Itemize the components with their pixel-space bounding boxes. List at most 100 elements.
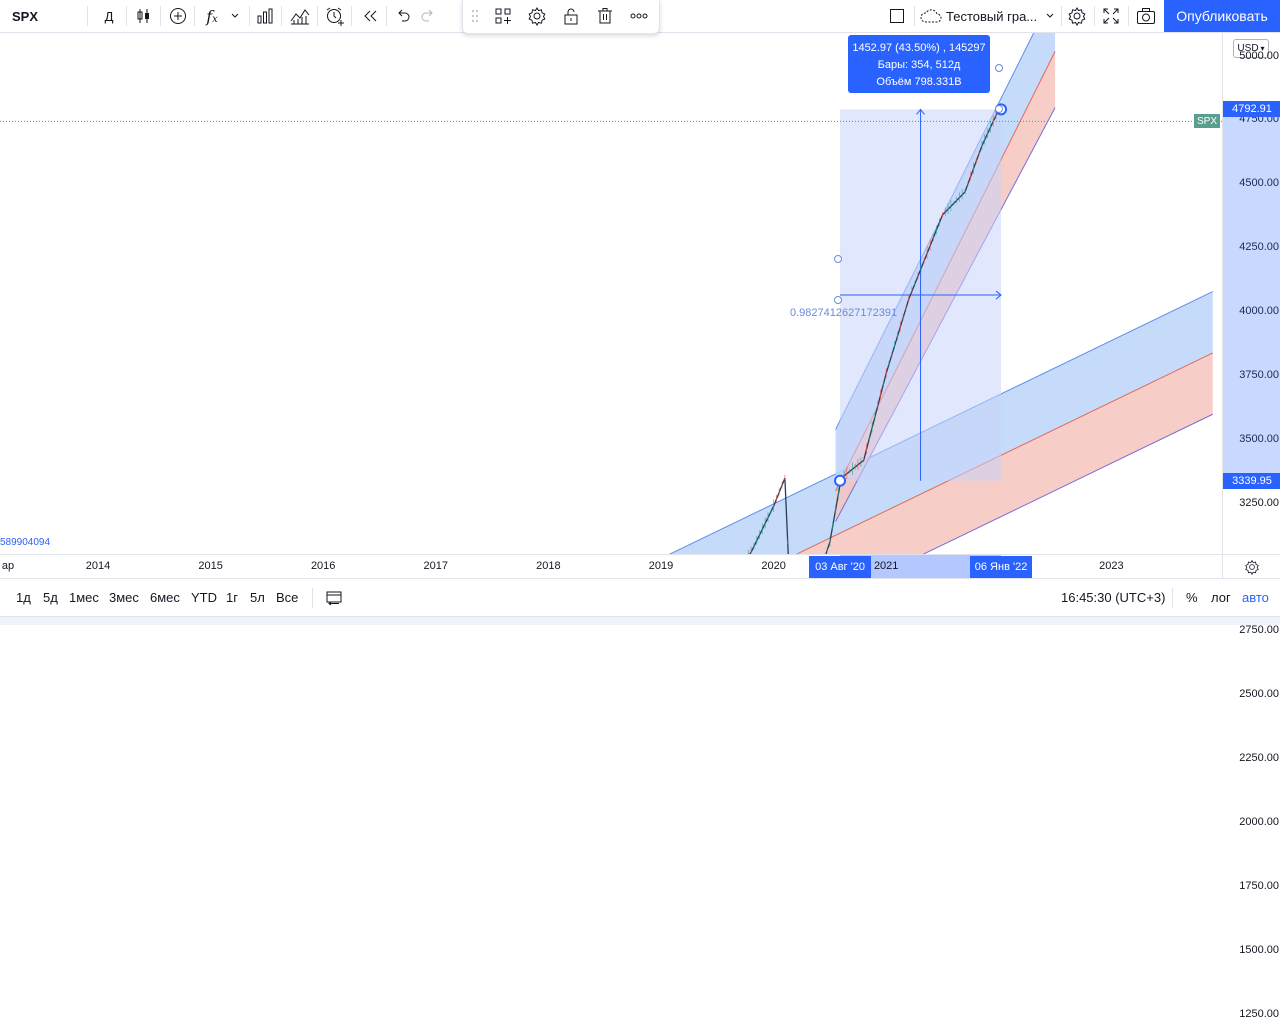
channel-anchor-handle[interactable]	[834, 255, 842, 263]
fullscreen-button[interactable]	[1098, 0, 1124, 32]
gear-icon	[528, 7, 546, 26]
chart-type-button[interactable]	[131, 0, 157, 32]
indicator-templates-icon	[290, 9, 310, 25]
price-tick-label: 4500.00	[1239, 177, 1279, 190]
interval-button[interactable]: Д	[95, 0, 123, 32]
clock-text: 16:45:30 (UTC+3)	[1061, 590, 1166, 605]
compare-button[interactable]	[165, 0, 191, 32]
templates-button[interactable]	[286, 0, 314, 32]
alarm-clock-icon	[326, 7, 344, 26]
measure-end-date-text: 06 Янв '22	[974, 561, 1028, 573]
channel-anchor-handle[interactable]	[834, 296, 842, 304]
publish-button[interactable]: Опубликовать	[1164, 0, 1280, 32]
measure-change-text: 1452.97 (43.50%) , 145297	[852, 42, 986, 54]
snapshot-button[interactable]	[1132, 0, 1160, 32]
redo-button[interactable]	[415, 0, 441, 32]
price-axis[interactable]: USD ▾ 5000.00 4750.00 4500.00 4250.00 4000.00…	[1222, 33, 1280, 1020]
channel-left-value-label: 589904094	[0, 537, 51, 548]
range-all-button[interactable]: Все	[276, 579, 298, 616]
toolbar-divider	[312, 588, 313, 608]
chart-pane[interactable]: 1452.97 (43.50%) , 145297 Бары: 354, 512…	[0, 33, 1222, 554]
price-tick-label: 2000.00	[1239, 816, 1279, 829]
price-tick-label: 1500.00	[1239, 943, 1279, 956]
square-icon	[890, 9, 904, 23]
price-chart[interactable]	[0, 33, 1222, 554]
range-label: YTD	[191, 590, 217, 605]
measure-start-date-label: 03 Авг '20	[809, 556, 872, 578]
alert-button[interactable]	[322, 0, 348, 32]
financials-button[interactable]	[252, 0, 278, 32]
axis-settings-button[interactable]	[1222, 554, 1280, 578]
price-tick-label: 2500.00	[1239, 688, 1279, 701]
bar-chart-icon	[257, 8, 273, 24]
range-3m-button[interactable]: 3мес	[109, 579, 139, 616]
channel-anchor-handle[interactable]	[995, 64, 1003, 72]
bottom-panel-strip	[0, 616, 1280, 625]
toolbar-divider	[1172, 588, 1173, 608]
log-label: лог	[1211, 590, 1231, 605]
price-series	[747, 109, 1000, 554]
price-tick-label: 2750.00	[1239, 624, 1279, 637]
range-6m-button[interactable]: 6мес	[150, 579, 180, 616]
settings-button[interactable]	[1064, 0, 1090, 32]
measure-volume-text: Объём 798.331B	[876, 76, 962, 88]
time-axis[interactable]: ар 2014 2015 2016 2017 2018 2019 2020 2021 2023 0…	[0, 554, 1222, 578]
toolbar-divider	[87, 6, 88, 26]
undo-button[interactable]	[390, 0, 416, 32]
drag-handle[interactable]	[467, 0, 483, 32]
expand-icon	[1103, 8, 1119, 24]
layout-selector[interactable]: Тестовый гра...	[920, 0, 1060, 32]
time-tick-label: 2017	[423, 560, 449, 572]
price-range-measure[interactable]	[840, 108, 1002, 481]
time-tick-label: 2019	[648, 560, 674, 572]
measure-arrow-right	[995, 290, 1002, 300]
interval-label: Д	[104, 8, 114, 24]
range-ytd-button[interactable]: YTD	[191, 579, 217, 616]
range-1m-button[interactable]: 1мес	[69, 579, 99, 616]
undo-icon	[398, 9, 410, 22]
range-5y-button[interactable]: 5л	[250, 579, 265, 616]
channel-upper-band	[670, 291, 1213, 554]
add-template-button[interactable]	[489, 0, 517, 32]
currency-button[interactable]: USD ▾	[1233, 39, 1269, 58]
range-label: 6мес	[150, 590, 180, 605]
range-1d-button[interactable]: 1д	[16, 579, 31, 616]
price-tick-label: 4250.00	[1239, 241, 1279, 254]
replay-button[interactable]	[357, 0, 383, 32]
toolbar-divider	[914, 6, 915, 26]
toolbar-divider	[351, 6, 352, 26]
timezone-button[interactable]: 16:45:30 (UTC+3)	[1061, 579, 1165, 616]
drawing-settings-button[interactable]	[523, 0, 551, 32]
symbol-label: SPX	[11, 8, 38, 24]
price-tick-label: 3500.00	[1239, 432, 1279, 445]
goto-date-button[interactable]	[325, 579, 343, 616]
price-tick-label: 2250.00	[1239, 752, 1279, 765]
symbol-search-button[interactable]: SPX	[10, 0, 40, 32]
time-tick-label: 2014	[85, 560, 111, 572]
toolbar-divider	[194, 6, 195, 26]
drawing-handles[interactable]	[0, 64, 1222, 487]
grip-icon	[472, 10, 478, 22]
drawing-anchor-handle[interactable]	[834, 474, 847, 487]
toolbar-divider	[126, 6, 127, 26]
price-tick-label: 1250.00	[1239, 1007, 1279, 1020]
percent-scale-button[interactable]: %	[1186, 579, 1198, 616]
measure-start-date-text: 03 Авг '20	[815, 561, 865, 573]
more-button[interactable]	[625, 0, 653, 32]
fullscreen-toggle-button[interactable]	[884, 0, 910, 32]
toolbar-divider	[1094, 6, 1095, 26]
delete-button[interactable]	[591, 0, 619, 32]
chevron-down-icon	[231, 13, 239, 18]
price-axis-measure-band	[1223, 109, 1280, 481]
regression-channels[interactable]	[8, 33, 1213, 554]
time-tick-label: 2015	[198, 560, 223, 572]
range-1y-button[interactable]: 1г	[226, 579, 238, 616]
lock-button[interactable]	[557, 0, 585, 32]
channel-anchor-handle[interactable]	[995, 105, 1003, 113]
log-scale-button[interactable]: лог	[1211, 579, 1231, 616]
range-label: 5л	[250, 590, 265, 605]
auto-scale-button[interactable]: авто	[1242, 579, 1269, 616]
time-tick-label: 2023	[1099, 560, 1124, 572]
range-5d-button[interactable]: 5д	[43, 579, 58, 616]
